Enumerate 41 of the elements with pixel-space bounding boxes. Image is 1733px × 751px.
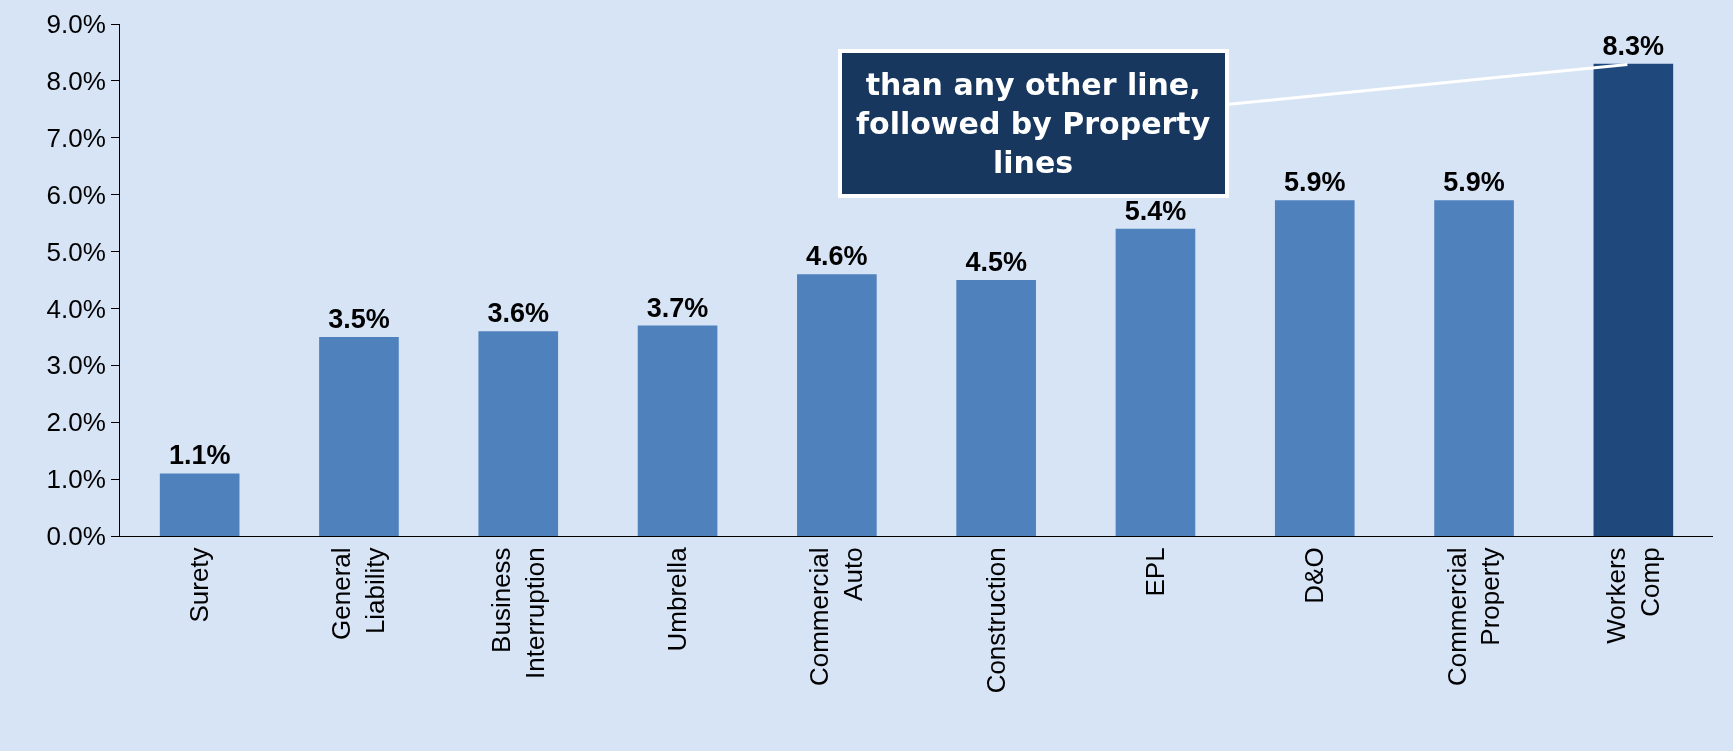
data-label: 5.9%	[1443, 167, 1505, 198]
x-tick-label: Business Interruption	[485, 547, 550, 679]
y-tick-label: 1.0%	[46, 464, 106, 495]
bar	[159, 473, 240, 536]
x-tick-label: Surety	[184, 547, 215, 623]
bar	[478, 331, 559, 536]
data-label: 3.7%	[646, 292, 709, 323]
data-label: 8.3%	[1602, 30, 1665, 61]
x-tick-label: EPL	[1139, 547, 1170, 597]
x-tick-label: Commercial Auto	[804, 547, 869, 687]
data-label: 3.6%	[487, 298, 550, 329]
bar	[1115, 228, 1196, 536]
data-label: 1.1%	[168, 440, 231, 471]
y-tick-label: 9.0%	[46, 9, 106, 40]
bar	[1434, 200, 1514, 536]
x-tick-label: General Liability	[326, 547, 391, 640]
y-tick-label: 4.0%	[46, 293, 106, 324]
data-label: 5.9%	[1283, 167, 1346, 198]
data-label: 3.5%	[328, 303, 390, 334]
x-tick-label: D&O	[1299, 547, 1330, 604]
bar	[956, 280, 1036, 536]
bar	[319, 336, 399, 536]
y-tick-label: 6.0%	[46, 179, 106, 210]
data-label: 4.5%	[965, 247, 1027, 277]
y-tick-label: 8.0%	[46, 65, 106, 96]
x-tick-label: Workers Comp	[1600, 547, 1665, 644]
x-tick-label: Umbrella	[662, 546, 692, 652]
bar	[1593, 63, 1674, 536]
bar	[637, 325, 718, 536]
data-label: 4.6%	[806, 241, 868, 272]
y-tick-label: 2.0%	[46, 407, 106, 438]
y-tick-label: 7.0%	[46, 122, 106, 153]
y-tick-label: 3.0%	[46, 350, 106, 381]
bar	[797, 274, 877, 536]
annotation: than any other line, followed by Property lines	[856, 67, 1211, 180]
data-label: 5.4%	[1124, 195, 1187, 226]
x-tick-label: Construction	[980, 547, 1011, 694]
x-tick-label: Commercial Property	[1441, 547, 1506, 687]
bar	[1274, 200, 1355, 536]
y-tick-label: 0.0%	[46, 521, 106, 552]
y-tick-label: 5.0%	[46, 236, 106, 267]
